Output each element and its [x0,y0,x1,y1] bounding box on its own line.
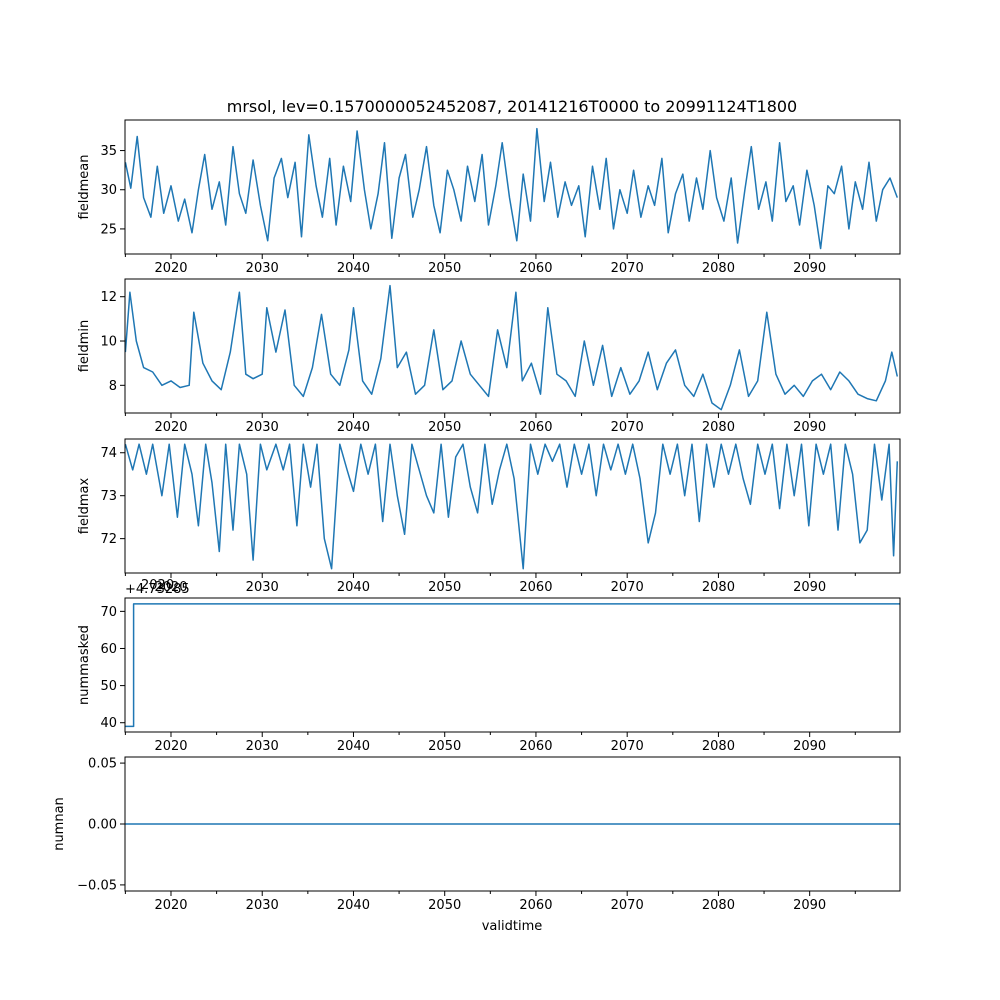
x-tick-label: 2060 [519,420,552,435]
x-tick-label: 2090 [793,420,826,435]
figure-title: mrsol, lev=0.1570000052452087, 20141216T… [227,97,797,116]
x-offset-text: 2020 [141,578,174,593]
series-line-fieldmean [124,127,899,250]
x-tick-label: 2040 [337,739,370,754]
x-tick-label: 2080 [702,420,735,435]
x-tick-label: 2090 [793,898,826,913]
y-tick-label: 70 [100,605,117,620]
x-tick-label: 2050 [428,739,461,754]
x-tick-label: 2090 [793,739,826,754]
y-tick-label: 30 [100,183,117,198]
x-tick-label: 2060 [519,261,552,276]
x-tick-label: 2090 [793,261,826,276]
x-tick-label: 2040 [337,580,370,595]
y-axis-label-nummasked: nummasked [77,625,92,705]
axes-frame-fieldmin [124,278,901,414]
y-tick-label: 72 [100,532,117,547]
series-line-nummasked [125,603,900,728]
x-tick-label: 2070 [611,898,644,913]
x-tick-label: 2080 [702,261,735,276]
x-tick-label: 2020 [154,898,187,913]
y-tick-label: 74 [100,446,117,461]
y-axis-label-fieldmean: fieldmean [77,155,92,220]
x-tick-label: 2020 [154,261,187,276]
x-tick-label: 2040 [337,261,370,276]
y-tick-label: 0.05 [88,757,117,772]
x-tick-label: 2020 [154,420,187,435]
y-tick-label: 35 [100,144,117,159]
y-axis-label-numnan: numnan [52,797,67,851]
x-tick-label: 2070 [611,420,644,435]
x-tick-label: 2030 [246,898,279,913]
x-tick-label: 2060 [519,898,552,913]
x-tick-label: 2040 [337,898,370,913]
x-tick-label: 2080 [702,898,735,913]
y-tick-label: 50 [100,679,117,694]
series-line-fieldmax [124,443,899,570]
panel-fieldmax: 2020 2030 2040 2050 2060 2070 2080 2090 72 73 74 fi… [77,438,901,595]
y-tick-label: 40 [100,716,117,731]
axes-frame-nummasked [124,597,901,733]
y-tick-label: 10 [100,335,117,350]
x-tick-label: 2080 [702,739,735,754]
y-offset-text: +4.73285 [125,582,190,597]
y-tick-label: 60 [100,642,117,657]
x-tick-label: 2090 [793,580,826,595]
y-axis-label-fieldmin: fieldmin [77,320,92,373]
x-tick-label: 2060 [519,739,552,754]
x-tick-label: 2050 [428,898,461,913]
x-tick-label: 2070 [611,739,644,754]
subplot-panels: 2020 2030 2040 2050 2060 2070 2080 2090 25 30 35 fi… [52,119,901,913]
x-tick-label: 2020 [154,739,187,754]
y-axis-label-fieldmax: fieldmax [77,478,92,535]
x-tick-label: 2070 [611,261,644,276]
panel-numnan: 2020 2030 2040 2050 2060 2070 2080 2090 −0.05 0.0… [52,756,901,913]
x-tick-label: 2030 [246,261,279,276]
panel-fieldmin: 2020 2030 2040 2050 2060 2070 2080 2090 8 10 12 fie… [77,278,901,435]
panel-nummasked: 2020 2030 2040 2050 2060 2070 2080 2090 40 50 60 70… [77,578,901,754]
x-tick-label: 2020 [154,580,187,595]
x-tick-label: 2050 [428,420,461,435]
y-tick-label: 0.00 [88,818,117,833]
axes-frame-fieldmax [124,438,901,574]
x-tick-label: 2030 [246,580,279,595]
x-tick-label: 2040 [337,420,370,435]
y-tick-label: 12 [100,290,117,305]
x-tick-label: 2050 [428,261,461,276]
x-axis-label: validtime [482,919,543,934]
x-tick-label: 2070 [611,580,644,595]
x-tick-label: 2030 [246,420,279,435]
x-tick-label: 2030 [246,739,279,754]
x-tick-label: 2080 [702,580,735,595]
y-tick-label: 73 [100,489,117,504]
axes-frame-fieldmean [124,119,901,255]
x-tick-label: 2050 [428,580,461,595]
series-line-fieldmin [124,284,899,411]
y-tick-label: 8 [109,379,117,394]
y-tick-label: 25 [100,222,117,237]
x-tick-label: 2060 [519,580,552,595]
y-tick-label: −0.05 [77,878,117,893]
panel-fieldmean: 2020 2030 2040 2050 2060 2070 2080 2090 25 30 35 fi… [77,119,901,276]
